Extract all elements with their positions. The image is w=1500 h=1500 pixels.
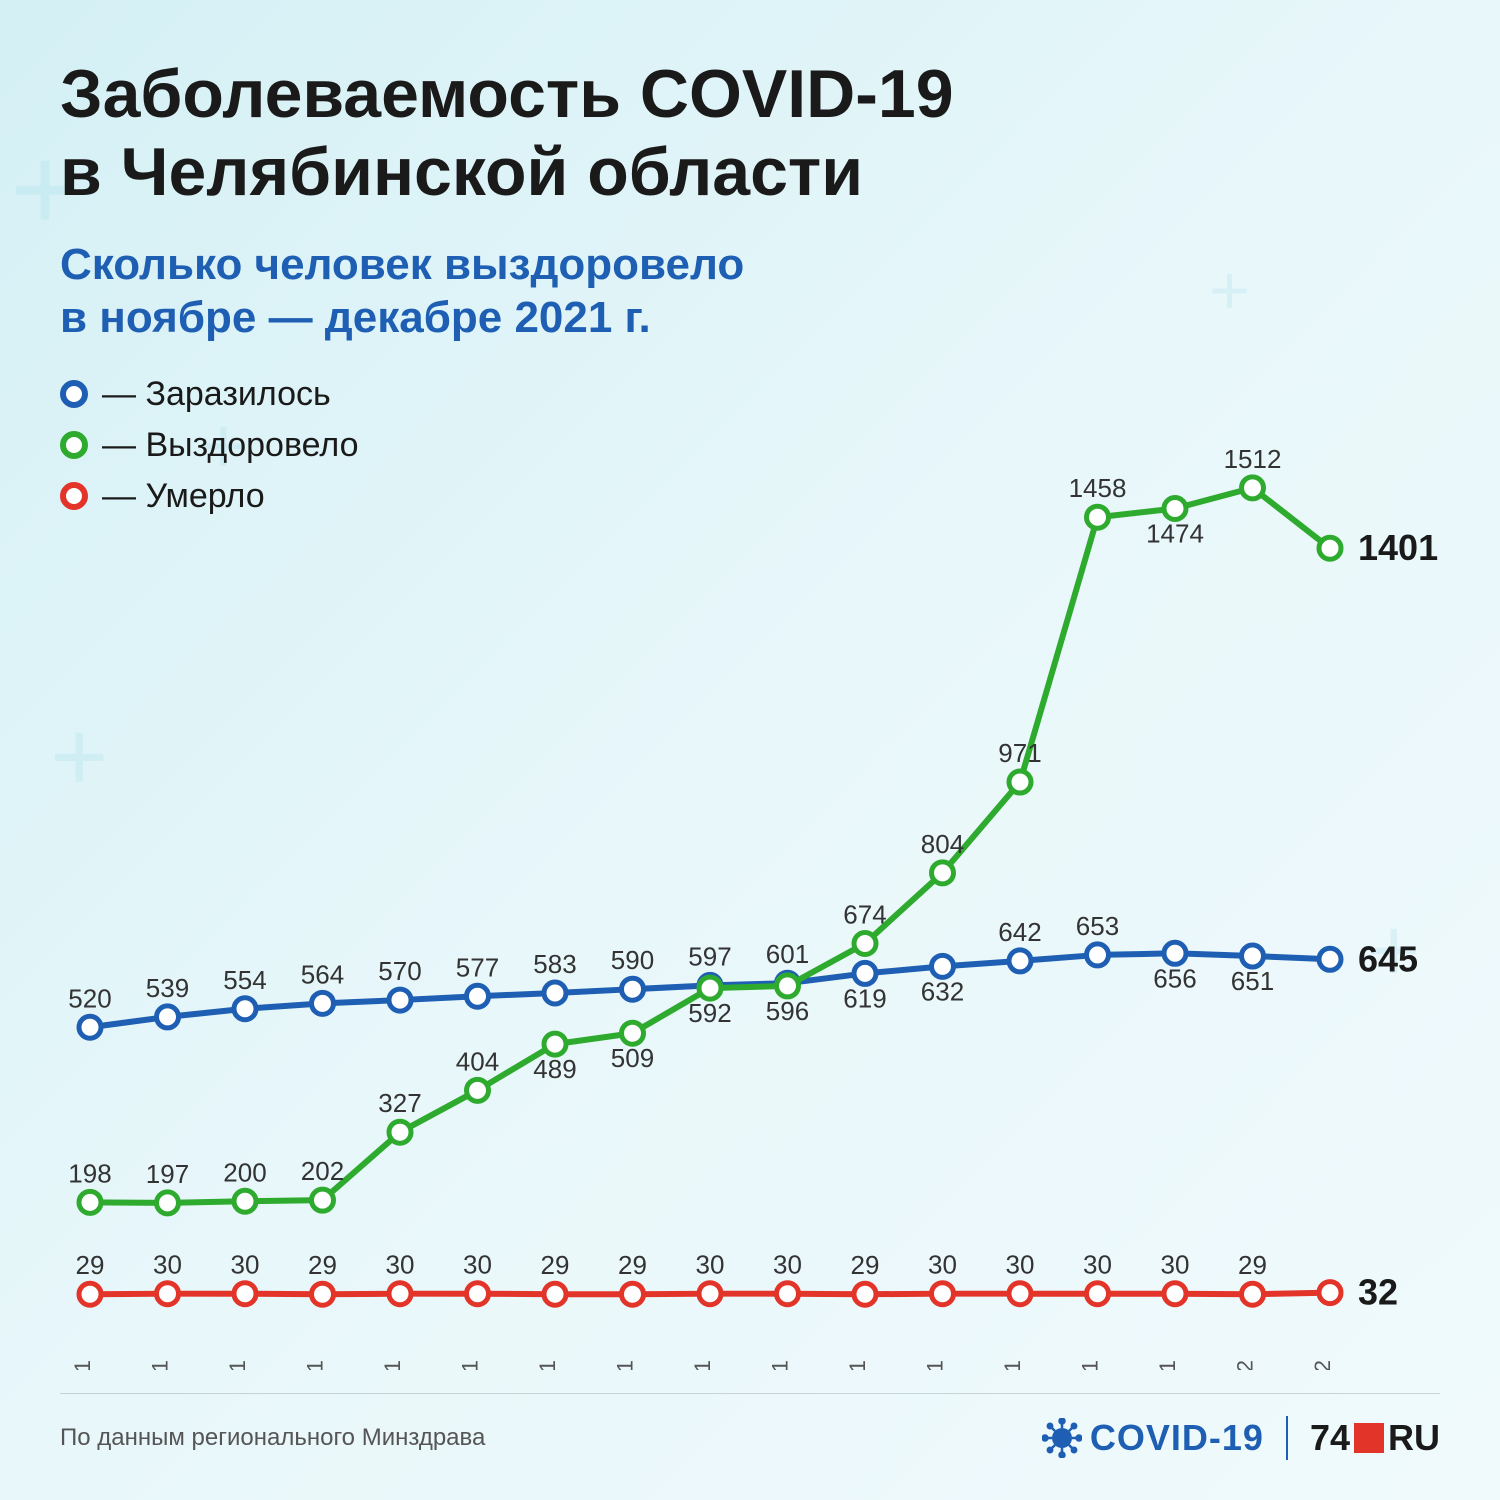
legend-infected: — Заразилось [60,375,1440,414]
svg-text:29: 29 [541,1250,570,1280]
svg-text:30: 30 [696,1250,725,1280]
svg-text:200: 200 [223,1157,266,1187]
svg-text:197: 197 [146,1159,189,1189]
svg-text:27.11: 27.11 [1078,1360,1103,1370]
subtitle-text: Сколько человек выздоровелов ноябре — де… [60,240,744,342]
svg-text:327: 327 [378,1088,421,1118]
svg-text:570: 570 [378,956,421,986]
svg-text:30: 30 [928,1250,957,1280]
svg-text:619: 619 [843,983,886,1013]
svg-text:29.11: 29.11 [1155,1360,1180,1370]
svg-text:632: 632 [921,976,964,1006]
svg-text:30: 30 [231,1250,260,1280]
site-logo-square-icon [1354,1423,1384,1453]
svg-text:15.11: 15.11 [613,1360,638,1370]
svg-text:11.11: 11.11 [458,1360,483,1370]
svg-text:554: 554 [223,965,266,995]
svg-text:590: 590 [611,945,654,975]
legend-label-infected: — Заразилось [102,375,331,414]
svg-text:17.11: 17.11 [690,1360,715,1370]
svg-text:23.11: 23.11 [923,1360,948,1370]
svg-text:29: 29 [618,1250,647,1280]
svg-text:29: 29 [76,1250,105,1280]
site-logo-74: 74 [1310,1417,1350,1459]
svg-text:489: 489 [533,1054,576,1084]
svg-text:520: 520 [68,983,111,1013]
svg-text:577: 577 [456,952,499,982]
svg-text:198: 198 [68,1158,111,1188]
logo-group: COVID-19 74 RU [1042,1416,1440,1460]
logo-divider [1286,1416,1288,1460]
svg-text:674: 674 [843,900,886,930]
svg-text:404: 404 [456,1046,499,1076]
svg-text:30: 30 [773,1250,802,1280]
svg-text:21.11: 21.11 [845,1360,870,1370]
svg-text:29: 29 [851,1250,880,1280]
svg-text:29: 29 [308,1250,337,1280]
svg-text:804: 804 [921,829,964,859]
svg-text:25.11: 25.11 [1000,1360,1025,1370]
svg-text:596: 596 [766,996,809,1026]
svg-text:642: 642 [998,917,1041,947]
svg-text:09.11: 09.11 [380,1360,405,1370]
svg-text:30: 30 [1006,1250,1035,1280]
svg-text:583: 583 [533,949,576,979]
site-logo-ru: RU [1388,1417,1440,1459]
chart-area: 01.11 03.11 05.11 07.11 09.11 11.11 13.11 15.11… [60,430,1440,1370]
svg-text:592: 592 [688,998,731,1028]
svg-text:05.11: 05.11 [225,1360,250,1370]
svg-text:509: 509 [611,1043,654,1073]
svg-text:03.11: 03.11 [148,1360,173,1370]
svg-text:202: 202 [301,1156,344,1186]
legend-marker-infected [60,380,88,408]
svg-text:19.11: 19.11 [768,1360,793,1370]
site-logo: 74 RU [1310,1417,1440,1459]
svg-text:29: 29 [1238,1250,1267,1280]
svg-text:1512: 1512 [1224,444,1282,474]
svg-text:597: 597 [688,941,731,971]
svg-text:651: 651 [1231,966,1274,996]
page-title: Заболеваемость COVID-19в Челябинской обл… [60,55,1440,211]
svg-text:1401: 1401 [1358,527,1438,568]
svg-text:601: 601 [766,939,809,969]
virus-icon [1042,1418,1082,1458]
svg-text:30: 30 [1083,1250,1112,1280]
svg-text:645: 645 [1358,938,1418,979]
svg-text:03.12: 03.12 [1310,1360,1335,1370]
svg-text:539: 539 [146,973,189,1003]
footer: По данным регионального Минздрава [60,1393,1440,1460]
svg-text:01.12: 01.12 [1233,1360,1258,1370]
line-chart: 01.11 03.11 05.11 07.11 09.11 11.11 13.11 15.11… [60,430,1440,1370]
page-subtitle: Сколько человек выздоровелов ноябре — де… [60,239,1440,345]
svg-text:564: 564 [301,959,344,989]
svg-text:656: 656 [1153,963,1196,993]
svg-text:01.11: 01.11 [70,1360,95,1370]
svg-text:1474: 1474 [1146,519,1204,549]
svg-text:32: 32 [1358,1272,1398,1313]
svg-text:30: 30 [463,1250,492,1280]
svg-text:1458: 1458 [1069,473,1127,503]
svg-text:653: 653 [1076,911,1119,941]
infographic-container: Заболеваемость COVID-19в Челябинской обл… [0,0,1500,1500]
covid-logo-text: COVID-19 [1090,1417,1264,1459]
svg-text:07.11: 07.11 [303,1360,328,1370]
title-text: Заболеваемость COVID-19в Челябинской обл… [60,56,954,210]
svg-text:13.11: 13.11 [535,1360,560,1370]
source-text: По данным регионального Минздрава [60,1424,485,1452]
covid-logo: COVID-19 [1042,1417,1264,1459]
svg-text:971: 971 [998,738,1041,768]
svg-text:30: 30 [386,1250,415,1280]
svg-text:30: 30 [1161,1250,1190,1280]
svg-text:30: 30 [153,1250,182,1280]
